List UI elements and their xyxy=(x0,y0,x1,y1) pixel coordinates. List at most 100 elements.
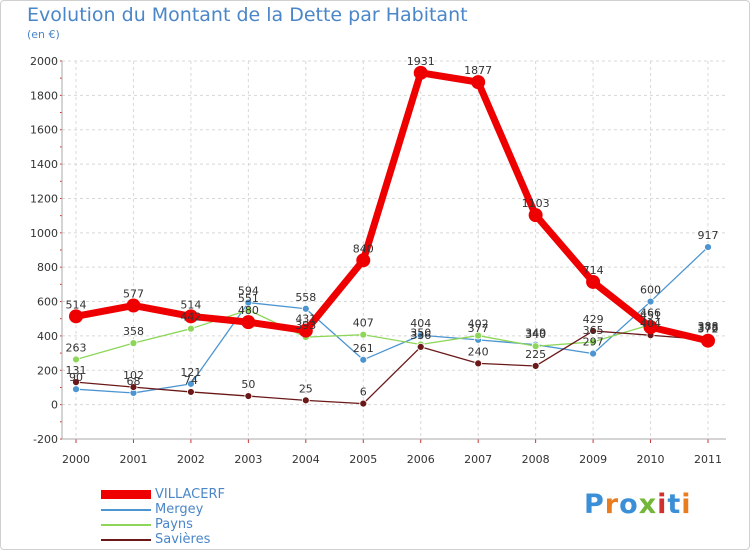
chart-subtitle: (en €) xyxy=(27,28,60,41)
legend-item-villacerf: VILLACERF xyxy=(101,487,301,502)
data-point-mergey xyxy=(646,297,655,306)
data-label-villacerf: 514 xyxy=(180,298,201,311)
legend-item-mergey: Mergey xyxy=(101,502,301,517)
data-point-mergey xyxy=(704,243,712,251)
y-tick-label: 1800 xyxy=(30,89,58,102)
data-point-mergey xyxy=(416,331,425,340)
data-label-payns: 340 xyxy=(525,328,546,341)
data-label-savieres: 404 xyxy=(640,317,661,330)
series-line-mergey xyxy=(75,246,709,394)
y-tick-label: 400 xyxy=(37,330,58,343)
data-label-mergey: 90 xyxy=(69,371,83,384)
data-label-villacerf: 840 xyxy=(353,242,374,255)
x-tick-label: 2011 xyxy=(694,453,722,466)
data-point-payns xyxy=(244,306,253,314)
legend-item-payns: Payns xyxy=(101,517,301,532)
data-label-mergey: 600 xyxy=(640,284,661,297)
legend-label-mergey: Mergey xyxy=(155,502,204,517)
data-label-savieres: 102 xyxy=(123,369,144,382)
data-label-mergey: 261 xyxy=(353,342,374,355)
legend-label-savieres: Savières xyxy=(155,532,211,547)
proxiti-logo: Proxiti xyxy=(584,489,692,520)
data-point-payns xyxy=(359,330,368,339)
data-label-payns: 365 xyxy=(583,324,604,337)
data-point-mergey xyxy=(187,379,195,388)
data-point-savieres xyxy=(359,399,368,408)
data-label-savieres: 429 xyxy=(583,313,604,326)
y-tick-label: -200 xyxy=(33,433,58,446)
data-point-villacerf xyxy=(126,298,141,313)
data-point-mergey xyxy=(589,349,597,358)
data-label-mergey: 594 xyxy=(238,285,259,298)
legend-swatch-payns xyxy=(101,524,151,526)
data-label-villacerf: 451 xyxy=(640,309,661,322)
data-label-payns: 466 xyxy=(640,307,661,320)
x-tick-label: 2005 xyxy=(349,453,377,466)
data-point-mergey xyxy=(359,355,368,364)
legend: VILLACERF Mergey Payns Savières xyxy=(101,487,301,547)
data-label-mergey: 68 xyxy=(126,375,140,388)
data-point-villacerf xyxy=(183,309,198,324)
data-point-savieres xyxy=(589,327,597,335)
data-label-savieres: 131 xyxy=(66,364,87,377)
data-point-mergey xyxy=(301,304,310,313)
legend-swatch-mergey xyxy=(101,509,151,511)
data-label-villacerf: 714 xyxy=(583,264,604,277)
x-tick-label: 2003 xyxy=(234,453,262,466)
data-label-savieres: 378 xyxy=(698,322,719,335)
legend-item-savieres: Savières xyxy=(101,532,301,547)
data-label-payns: 388 xyxy=(698,320,719,333)
data-label-payns: 358 xyxy=(123,325,144,338)
data-label-savieres: 25 xyxy=(299,382,313,395)
legend-swatch-villacerf xyxy=(101,490,151,499)
y-tick-label: 1200 xyxy=(30,192,58,205)
y-tick-label: 1400 xyxy=(30,158,58,171)
logo-letter: r xyxy=(604,489,620,520)
data-label-payns: 350 xyxy=(410,327,431,340)
data-point-villacerf xyxy=(528,208,543,223)
series-line-payns xyxy=(75,309,709,361)
x-tick-label: 2004 xyxy=(292,453,320,466)
data-point-payns xyxy=(187,324,195,333)
legend-swatch-savieres xyxy=(101,539,151,541)
data-point-villacerf xyxy=(701,333,715,348)
y-tick-label: 2000 xyxy=(30,55,58,68)
data-point-savieres xyxy=(531,362,540,370)
data-point-payns xyxy=(474,331,483,340)
data-point-mergey xyxy=(72,385,80,394)
chart-title: Evolution du Montant de la Dette par Hab… xyxy=(27,4,468,26)
x-tick-label: 2002 xyxy=(177,453,205,466)
plot-area xyxy=(62,61,726,439)
data-label-villacerf: 372 xyxy=(698,323,719,336)
y-tick-label: 200 xyxy=(37,364,58,377)
data-label-mergey: 297 xyxy=(583,336,604,349)
logo-letter: P xyxy=(584,489,605,520)
data-label-payns: 263 xyxy=(66,341,87,354)
data-label-mergey: 917 xyxy=(698,229,719,242)
y-tick-label: 800 xyxy=(37,261,58,274)
x-tick-label: 2008 xyxy=(522,453,550,466)
data-point-villacerf xyxy=(356,253,371,268)
x-tick-label: 2000 xyxy=(62,453,90,466)
data-point-villacerf xyxy=(298,323,313,338)
data-point-villacerf xyxy=(471,75,486,90)
data-point-savieres xyxy=(244,392,253,400)
data-point-payns xyxy=(72,355,80,364)
data-label-villacerf: 431 xyxy=(295,313,316,326)
x-tick-label: 2010 xyxy=(637,453,665,466)
data-label-mergey: 404 xyxy=(410,317,431,330)
series-line-savieres xyxy=(75,330,709,405)
data-label-savieres: 225 xyxy=(525,348,546,361)
data-label-mergey: 349 xyxy=(525,327,546,340)
data-point-villacerf xyxy=(586,274,601,289)
data-label-savieres: 336 xyxy=(410,329,431,342)
legend-label-villacerf: VILLACERF xyxy=(155,487,225,502)
data-label-payns: 407 xyxy=(353,317,374,330)
data-label-payns: 402 xyxy=(468,318,489,331)
data-point-villacerf xyxy=(413,65,428,80)
data-label-villacerf: 1931 xyxy=(407,55,435,68)
data-point-savieres xyxy=(416,343,425,351)
data-label-savieres: 74 xyxy=(184,374,198,387)
data-point-payns xyxy=(129,339,138,348)
